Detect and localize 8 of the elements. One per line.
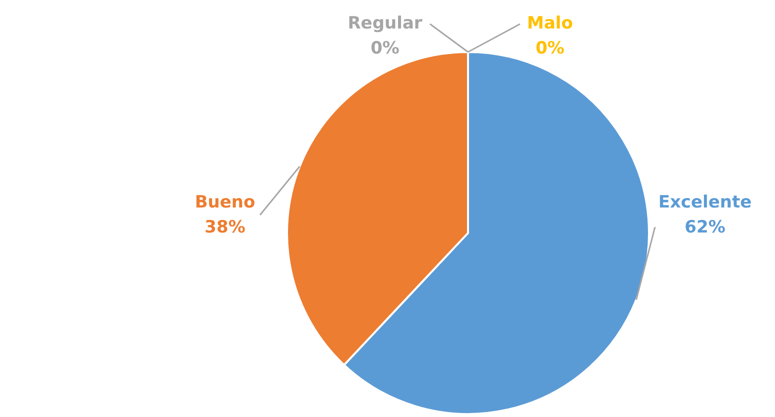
data-label: 62% [684,217,726,238]
data-label: 38% [204,217,246,238]
category-label: Malo [527,13,573,34]
text: 0% [370,38,400,58]
category-label: Regular [348,13,422,34]
slice-label: Excelente [658,192,752,212]
text: 0% [536,38,564,58]
slice-label: Bueno [194,192,256,212]
